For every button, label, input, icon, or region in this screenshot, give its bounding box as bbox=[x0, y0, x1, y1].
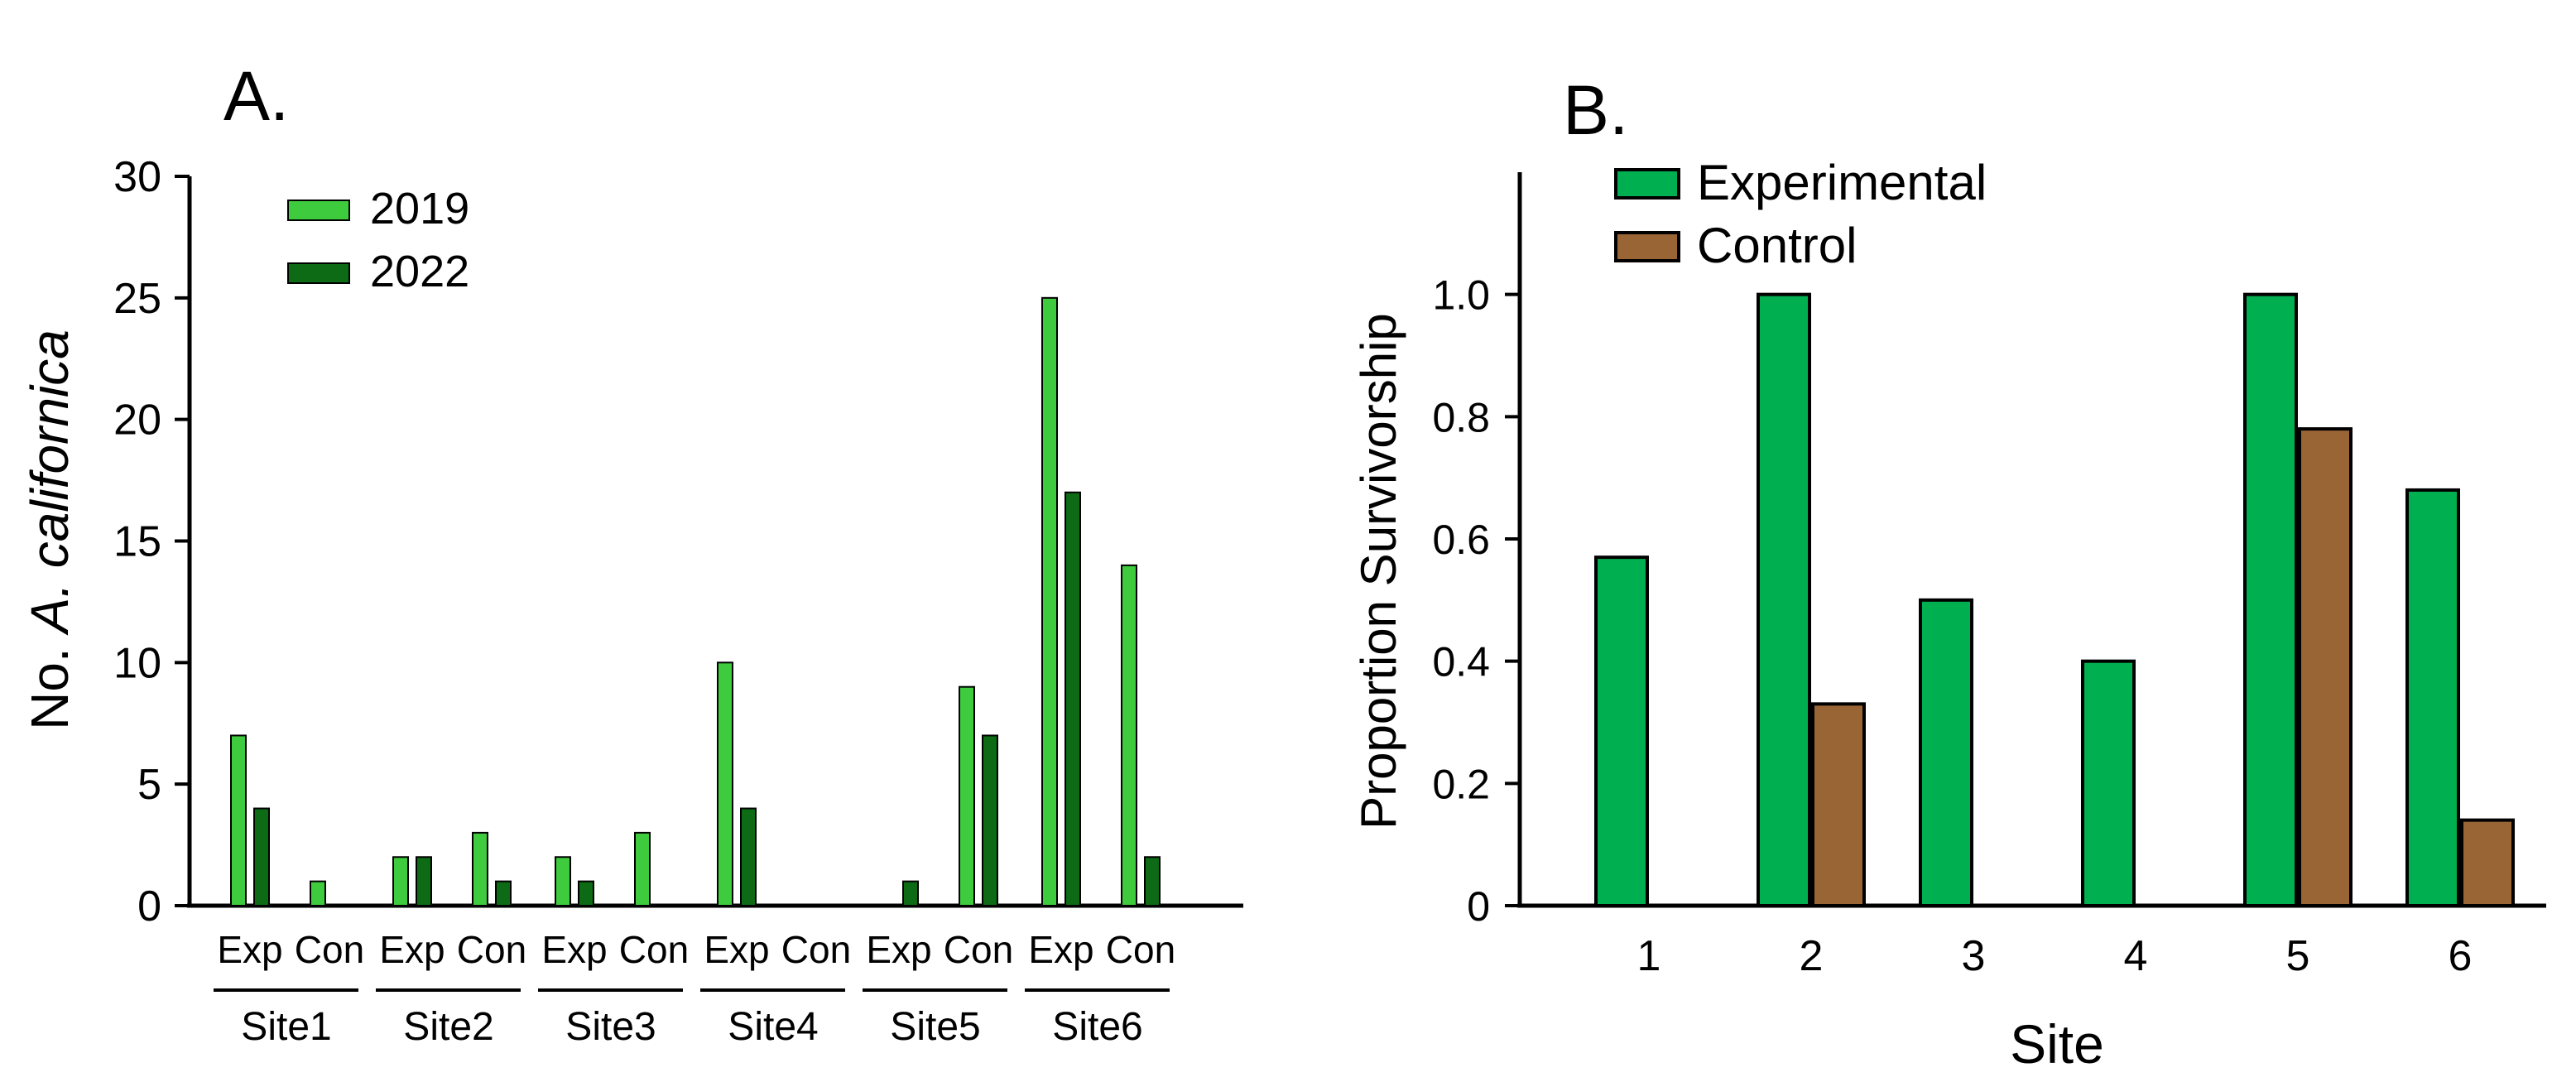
panel-a-legend-label-2019: 2019 bbox=[370, 184, 469, 233]
panel-a-group-label-5: Site5 bbox=[890, 1005, 980, 1049]
panel-a-sublabel-site4-con: Con bbox=[781, 928, 851, 971]
panel-a-y-tick-label-3: 15 bbox=[113, 518, 161, 566]
panel-a-bar-site3-con-2019 bbox=[634, 831, 651, 907]
panel-a-sublabel-site6-exp: Exp bbox=[1028, 928, 1093, 971]
panel-a-bar-site1-con-2019 bbox=[310, 880, 326, 906]
panel-a-bar-site2-exp-2019 bbox=[392, 856, 409, 907]
panel-a-chart: A. No. A. californica 0 5 10 15 20 25 30 Exp Co… bbox=[20, 57, 1243, 1049]
panel-b-bar-site5-control bbox=[2298, 427, 2353, 907]
panel-b-bar-site3-experimental bbox=[1919, 598, 1973, 907]
panel-b-bar-site6-control bbox=[2460, 818, 2515, 908]
panel-b-x-labels: 1 2 3 4 5 6 bbox=[1637, 932, 2473, 980]
panel-a-bar-site4-exp-2022 bbox=[740, 807, 757, 906]
panel-a-y-tick-label-4: 20 bbox=[113, 397, 161, 445]
panel-a-sublabel-site1-exp: Exp bbox=[217, 928, 282, 971]
panel-a-group-label-3: Site3 bbox=[565, 1005, 656, 1049]
panel-a-y-ticks: 0 5 10 15 20 25 30 bbox=[113, 153, 190, 931]
panel-a-label: A. bbox=[223, 57, 289, 135]
panel-a-y-tick-label-5: 25 bbox=[113, 275, 161, 323]
panel-b-y-tick-label-1: 0.2 bbox=[1432, 761, 1490, 807]
panel-b-bar-site2-control bbox=[1811, 702, 1866, 907]
panel-b-label: B. bbox=[1563, 71, 1628, 149]
panel-a-legend-swatch-2022 bbox=[287, 262, 350, 284]
panel-a-y-tick-label-6: 30 bbox=[113, 153, 161, 201]
panel-a-sublabel-site5-exp: Exp bbox=[866, 928, 931, 971]
panel-b-x-tick-label-4: 4 bbox=[2124, 932, 2148, 980]
panel-b-x-tick-label-1: 1 bbox=[1637, 932, 1661, 980]
panel-b-bars bbox=[1594, 292, 2515, 908]
panel-b-bar-site1-experimental bbox=[1594, 555, 1649, 908]
panel-b-y-tick-label-5: 1.0 bbox=[1432, 272, 1490, 319]
panel-a-group-label-6: Site6 bbox=[1052, 1005, 1142, 1049]
panel-a-y-axis-label-prefix: No. bbox=[20, 633, 79, 730]
panel-b-x-tick-label-2: 2 bbox=[1800, 932, 1824, 980]
panel-a-bar-site1-exp-2022 bbox=[253, 807, 270, 906]
panel-b-bar-site2-experimental bbox=[1757, 292, 1811, 907]
panel-a-group-label-4: Site4 bbox=[728, 1005, 818, 1049]
panel-a-y-tick-label-1: 5 bbox=[137, 761, 161, 809]
panel-a-bar-site6-con-2022 bbox=[1144, 856, 1161, 907]
panel-a-y-tick-label-2: 10 bbox=[113, 639, 161, 687]
panel-a-bars bbox=[230, 296, 1161, 907]
panel-a-sublabel-site3-exp: Exp bbox=[541, 928, 607, 971]
panel-b-legend-swatch-experimental bbox=[1614, 168, 1680, 200]
panel-b-bar-site4-experimental bbox=[2081, 659, 2136, 908]
panel-a-sublabel-site3-con: Con bbox=[619, 928, 689, 971]
panel-a-bar-site5-exp-2022 bbox=[902, 880, 919, 906]
panel-a-y-axis-label: No. A. californica bbox=[20, 329, 79, 730]
panel-a-bar-site2-con-2019 bbox=[472, 831, 488, 907]
panel-b-y-axis-label: Proportion Survivorship bbox=[1351, 313, 1406, 830]
panel-a-bar-site5-con-2019 bbox=[959, 685, 975, 906]
panel-b-x-tick-label-5: 5 bbox=[2286, 932, 2310, 980]
panel-b-bar-site5-experimental bbox=[2243, 292, 2298, 907]
panel-a-sublabel-site4-exp: Exp bbox=[704, 928, 769, 971]
panel-b-legend-swatch-control bbox=[1614, 231, 1680, 262]
panel-b-y-tick-label-2: 0.4 bbox=[1432, 639, 1490, 685]
panel-a-group-label-2: Site2 bbox=[403, 1005, 493, 1049]
panel-b-x-tick-label-6: 6 bbox=[2449, 932, 2473, 980]
panel-a-bar-site5-con-2022 bbox=[982, 734, 998, 907]
panel-a-y-tick-label-0: 0 bbox=[137, 882, 161, 931]
panel-a-sublabel-site1-con: Con bbox=[295, 928, 364, 971]
panel-b-y-tick-label-0: 0 bbox=[1467, 883, 1490, 930]
panel-a-bar-site2-con-2022 bbox=[495, 880, 512, 906]
panel-a-sublabel-site5-con: Con bbox=[944, 928, 1013, 971]
panel-a-y-axis-label-species: A. californica bbox=[20, 329, 79, 636]
panel-b-x-axis-label: Site bbox=[2010, 1013, 2104, 1075]
panel-a-group-label-1: Site1 bbox=[241, 1005, 331, 1049]
panel-a-bar-site6-con-2019 bbox=[1121, 564, 1137, 906]
panel-a-bar-site1-exp-2019 bbox=[230, 734, 247, 907]
panel-a-sublabel-site2-exp: Exp bbox=[379, 928, 445, 971]
panel-b-bar-site6-experimental bbox=[2405, 488, 2460, 908]
panel-a-bar-site3-exp-2022 bbox=[578, 880, 594, 906]
panel-a-sublabel-site6-con: Con bbox=[1106, 928, 1175, 971]
panel-a-x-labels: Exp Con Site1 Exp Con Site2 Exp Con Site3 Exp Con S… bbox=[214, 928, 1175, 1049]
panel-b-x-tick-label-3: 3 bbox=[1962, 932, 1986, 980]
panel-b-y-ticks: 0 0.2 0.4 0.6 0.8 1.0 bbox=[1432, 272, 1520, 930]
panel-a-bar-site3-exp-2019 bbox=[555, 856, 571, 907]
panel-b-chart: B. Proportion Survivorship 0 0.2 0.4 0.6 0.8… bbox=[1351, 71, 2546, 1075]
panel-a-bar-site4-exp-2019 bbox=[717, 661, 733, 906]
panel-a-legend: 2019 2022 bbox=[287, 184, 469, 296]
panel-b-legend-label-experimental: Experimental bbox=[1697, 155, 1987, 210]
panel-b-legend: Experimental Control bbox=[1614, 155, 1987, 273]
panel-a-bar-site6-exp-2019 bbox=[1041, 296, 1058, 907]
panel-a-bar-site6-exp-2022 bbox=[1065, 491, 1081, 906]
panel-b-y-tick-label-4: 0.8 bbox=[1432, 394, 1490, 440]
panel-a-legend-label-2022: 2022 bbox=[370, 247, 469, 296]
panel-b-y-tick-label-3: 0.6 bbox=[1432, 517, 1490, 563]
panel-a-legend-swatch-2019 bbox=[287, 200, 350, 221]
panel-a-bar-site2-exp-2022 bbox=[416, 856, 432, 907]
panel-b-legend-label-control: Control bbox=[1697, 218, 1857, 273]
panel-a-sublabel-site2-con: Con bbox=[457, 928, 526, 971]
